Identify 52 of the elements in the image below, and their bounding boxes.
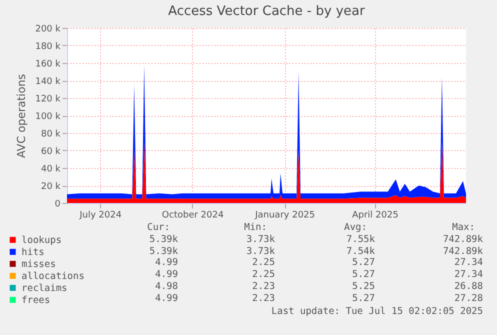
text: 3.73k [246, 246, 275, 257]
text: 5.27 [352, 257, 375, 268]
text: 5.25 [352, 281, 375, 292]
text: 27.28 [454, 292, 483, 304]
y-tick-label: 100 k [35, 112, 62, 122]
text: 2.23 [252, 281, 275, 292]
x-tick-label: October 2024 [162, 210, 224, 220]
text: Last update: Tue Jul 15 02:02:05 2025 [271, 306, 483, 317]
legend-label: frees [22, 294, 50, 306]
text: 742.89k [442, 246, 483, 257]
text: 7.55k [346, 234, 375, 245]
text: 5.39k [149, 246, 178, 257]
text: 4.99 [155, 292, 178, 304]
text: Max: [452, 222, 475, 233]
chart-title: Access Vector Cache - by year [168, 4, 366, 19]
y-tick-label: 200 k [35, 24, 62, 34]
text: 27.34 [454, 269, 483, 280]
text: 2.25 [252, 269, 275, 280]
text: Min: [244, 222, 267, 233]
text: Avg: [344, 222, 367, 233]
text: 26.88 [454, 281, 483, 292]
y-axis-title: AVC operations [15, 74, 28, 158]
text: 4.98 [155, 281, 178, 292]
text: 5.39k [149, 234, 178, 245]
legend-label: misses [22, 258, 56, 270]
text: 27.34 [454, 257, 483, 268]
y-tick-label: 60 k [40, 147, 62, 157]
text: 742.89k [442, 234, 483, 245]
x-tick-label: January 2025 [254, 210, 315, 220]
legend-label: allocations [22, 270, 84, 282]
text: 3.73k [246, 234, 275, 245]
y-tick-label: 0 [54, 200, 61, 210]
text: 4.99 [155, 257, 178, 268]
y-tick-label: 120 k [35, 94, 62, 104]
y-tick-label: 160 k [35, 60, 62, 70]
y-tick-label: 40 k [40, 164, 62, 174]
y-tick-label: 80 k [40, 130, 62, 140]
y-tick-label: 140 k [35, 77, 62, 87]
text: 4.99 [155, 269, 178, 280]
legend-label: reclaims [22, 282, 68, 294]
legend-label: lookups [22, 234, 62, 246]
x-tick-label: April 2025 [352, 210, 398, 220]
y-tick-label: 180 k [35, 42, 62, 52]
text: 2.25 [252, 257, 275, 268]
text: 2.23 [252, 292, 275, 304]
text: 5.27 [352, 292, 375, 304]
text: Cur: [147, 222, 170, 233]
text: 7.54k [346, 246, 375, 257]
text: 5.27 [352, 269, 375, 280]
legend-label: hits [22, 246, 44, 258]
x-tick-label: July 2024 [78, 210, 122, 220]
y-tick-label: 20 k [40, 182, 62, 192]
